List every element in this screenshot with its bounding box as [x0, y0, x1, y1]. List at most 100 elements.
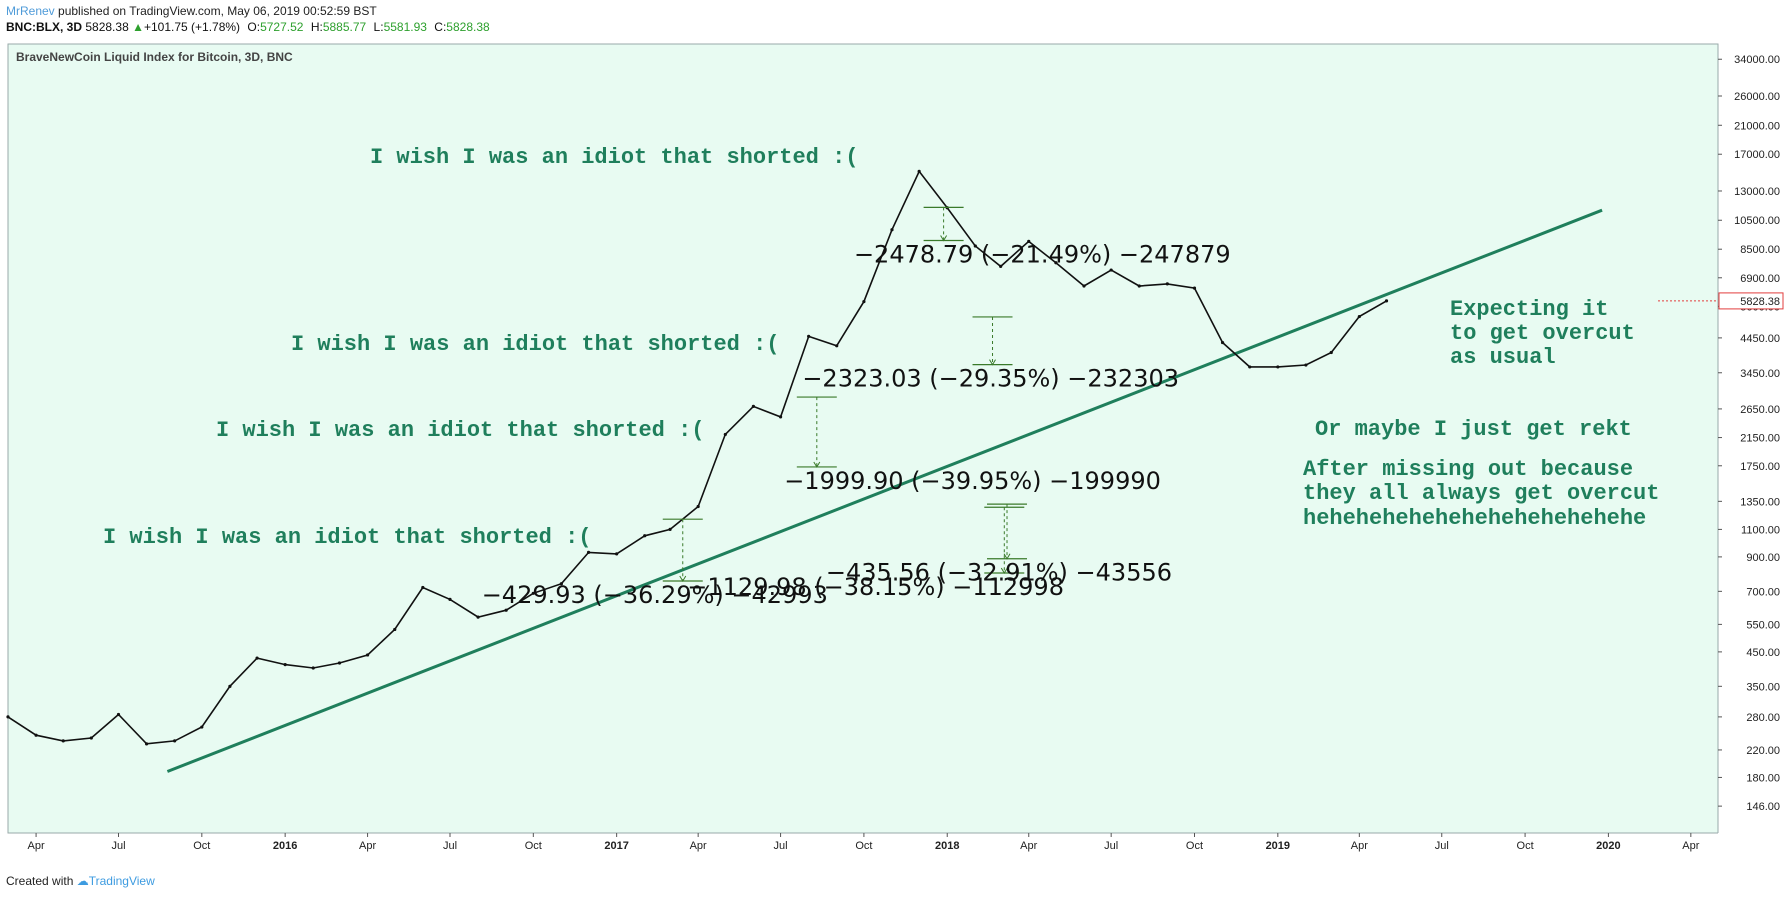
measure-arrow-head — [989, 359, 996, 366]
author-link[interactable]: MrRenev — [6, 4, 55, 18]
last-price-tag: 5828.38 — [1740, 296, 1780, 308]
price-point — [835, 344, 839, 348]
price-point — [144, 742, 149, 746]
y-tick-label: 180.00 — [1746, 772, 1780, 784]
symbol-label: BNC:BLX, 3D — [6, 20, 83, 34]
price-point — [365, 653, 370, 657]
price-point — [559, 582, 563, 586]
price-point — [999, 264, 1003, 268]
price-point — [696, 504, 700, 509]
x-tick-label: 2017 — [604, 840, 628, 852]
chart-annotation: I wish I was an idiot that shorted :( — [216, 418, 704, 443]
price-point — [6, 715, 10, 719]
close-value: 5828.38 — [446, 20, 490, 34]
x-tick-label: Apr — [1682, 840, 1699, 852]
price-point — [200, 725, 204, 729]
open-label: O: — [247, 20, 261, 34]
price-point — [1357, 314, 1361, 319]
y-tick-label: 450.00 — [1746, 647, 1780, 659]
price-point — [34, 733, 38, 737]
support-trendline — [166, 208, 1603, 773]
x-tick-label: Apr — [359, 840, 376, 852]
price-axis[interactable] — [1718, 44, 1784, 833]
price-point — [917, 169, 921, 173]
y-tick-label: 4450.00 — [1740, 333, 1780, 345]
y-tick-label: 3450.00 — [1740, 368, 1780, 380]
x-tick-label: 2019 — [1266, 840, 1290, 852]
price-point — [973, 244, 977, 248]
chart-annotation: Or maybe I just get rekt — [1315, 417, 1632, 442]
price-point — [476, 615, 480, 619]
x-tick-label: 2020 — [1596, 840, 1620, 852]
price-point — [751, 404, 756, 408]
price-point — [1248, 365, 1252, 369]
price-point — [1027, 239, 1031, 243]
y-tick-label: 1100.00 — [1741, 524, 1780, 536]
y-tick-label: 900.00 — [1746, 552, 1780, 564]
y-tick-label: 8500.00 — [1740, 244, 1780, 256]
chart-annotation: I wish I was an idiot that shorted :( — [291, 332, 779, 357]
price-change: +101.75 (+1.78%) — [143, 20, 241, 34]
price-point — [1329, 350, 1333, 355]
measure-label: −435.56 (−32.91%) −43556 — [826, 559, 1172, 587]
time-axis[interactable] — [8, 833, 1784, 858]
price-point — [1276, 365, 1280, 369]
low-value: 5581.93 — [383, 20, 427, 34]
high-label: H: — [310, 20, 323, 34]
x-tick-label: Jul — [1104, 840, 1118, 852]
price-point — [643, 534, 647, 538]
y-tick-label: 17000.00 — [1734, 149, 1780, 161]
y-tick-label: 2650.00 — [1740, 404, 1780, 416]
x-axis-ticks: Apr Jul Oct 2016 Apr Jul Oct 2017 Apr Jul Oct 2018 A… — [28, 833, 1700, 852]
price-point — [778, 415, 783, 419]
price-point — [1165, 282, 1169, 286]
x-tick-label: Apr — [1351, 840, 1368, 852]
price-chart[interactable]: BraveNewCoin Liquid Index for Bitcoin, 3… — [0, 36, 1788, 870]
x-tick-label: Oct — [525, 840, 542, 852]
price-point — [890, 228, 894, 232]
y-tick-label: 350.00 — [1746, 681, 1780, 693]
x-tick-label: Jul — [443, 840, 457, 852]
tradingview-logo-icon[interactable]: ☁ — [76, 874, 89, 888]
price-point — [1054, 261, 1058, 265]
chart-annotation: they all always get overcut — [1303, 481, 1659, 506]
price-point — [862, 299, 866, 304]
x-tick-label: Oct — [855, 840, 872, 852]
price-point — [504, 608, 508, 612]
y-tick-label: 280.00 — [1746, 712, 1780, 724]
measure-label: −1999.90 (−39.95%) −199990 — [784, 467, 1161, 495]
y-tick-label: 13000.00 — [1734, 186, 1780, 198]
price-point — [228, 684, 232, 688]
last-price: 5828.38 — [85, 20, 129, 34]
price-point — [255, 656, 259, 660]
y-tick-label: 34000.00 — [1734, 54, 1780, 66]
price-point — [1220, 340, 1225, 345]
x-tick-label: Jul — [774, 840, 788, 852]
price-point — [448, 597, 452, 601]
open-value: 5727.52 — [260, 20, 304, 34]
price-point — [668, 527, 672, 531]
footer: Created with ☁TradingView — [6, 874, 155, 888]
y-axis-ticks: 34000.00 26000.00 21000.00 17000.00 13000.00… — [1718, 54, 1780, 813]
x-tick-label: 2018 — [935, 840, 959, 852]
chart-title: BraveNewCoin Liquid Index for Bitcoin, 3… — [16, 50, 293, 64]
close-label: C: — [434, 20, 447, 34]
price-tag-layer: 5828.38 — [1658, 292, 1784, 310]
trendline-layer — [166, 208, 1603, 773]
y-tick-label: 2150.00 — [1740, 433, 1780, 445]
price-point — [1082, 284, 1086, 288]
price-point — [807, 334, 811, 338]
x-tick-label: Jul — [111, 840, 125, 852]
plot-area[interactable] — [7, 43, 1719, 834]
last-price-box — [1718, 292, 1784, 310]
tradingview-link[interactable]: TradingView — [88, 874, 155, 888]
y-tick-label: 10500.00 — [1734, 215, 1780, 227]
x-tick-label: Apr — [690, 840, 707, 852]
x-tick-label: Apr — [28, 840, 45, 852]
y-tick-label: 146.00 — [1746, 801, 1780, 813]
price-series-layer — [6, 169, 1389, 746]
measure-layer: −2478.79 (−21.49%) −247879 −2323.03 (−29.… — [482, 206, 1231, 609]
price-point — [723, 432, 727, 437]
x-tick-label: Jul — [1435, 840, 1449, 852]
measure-label: −429.93 (−36.29%) −42993 — [482, 581, 828, 609]
